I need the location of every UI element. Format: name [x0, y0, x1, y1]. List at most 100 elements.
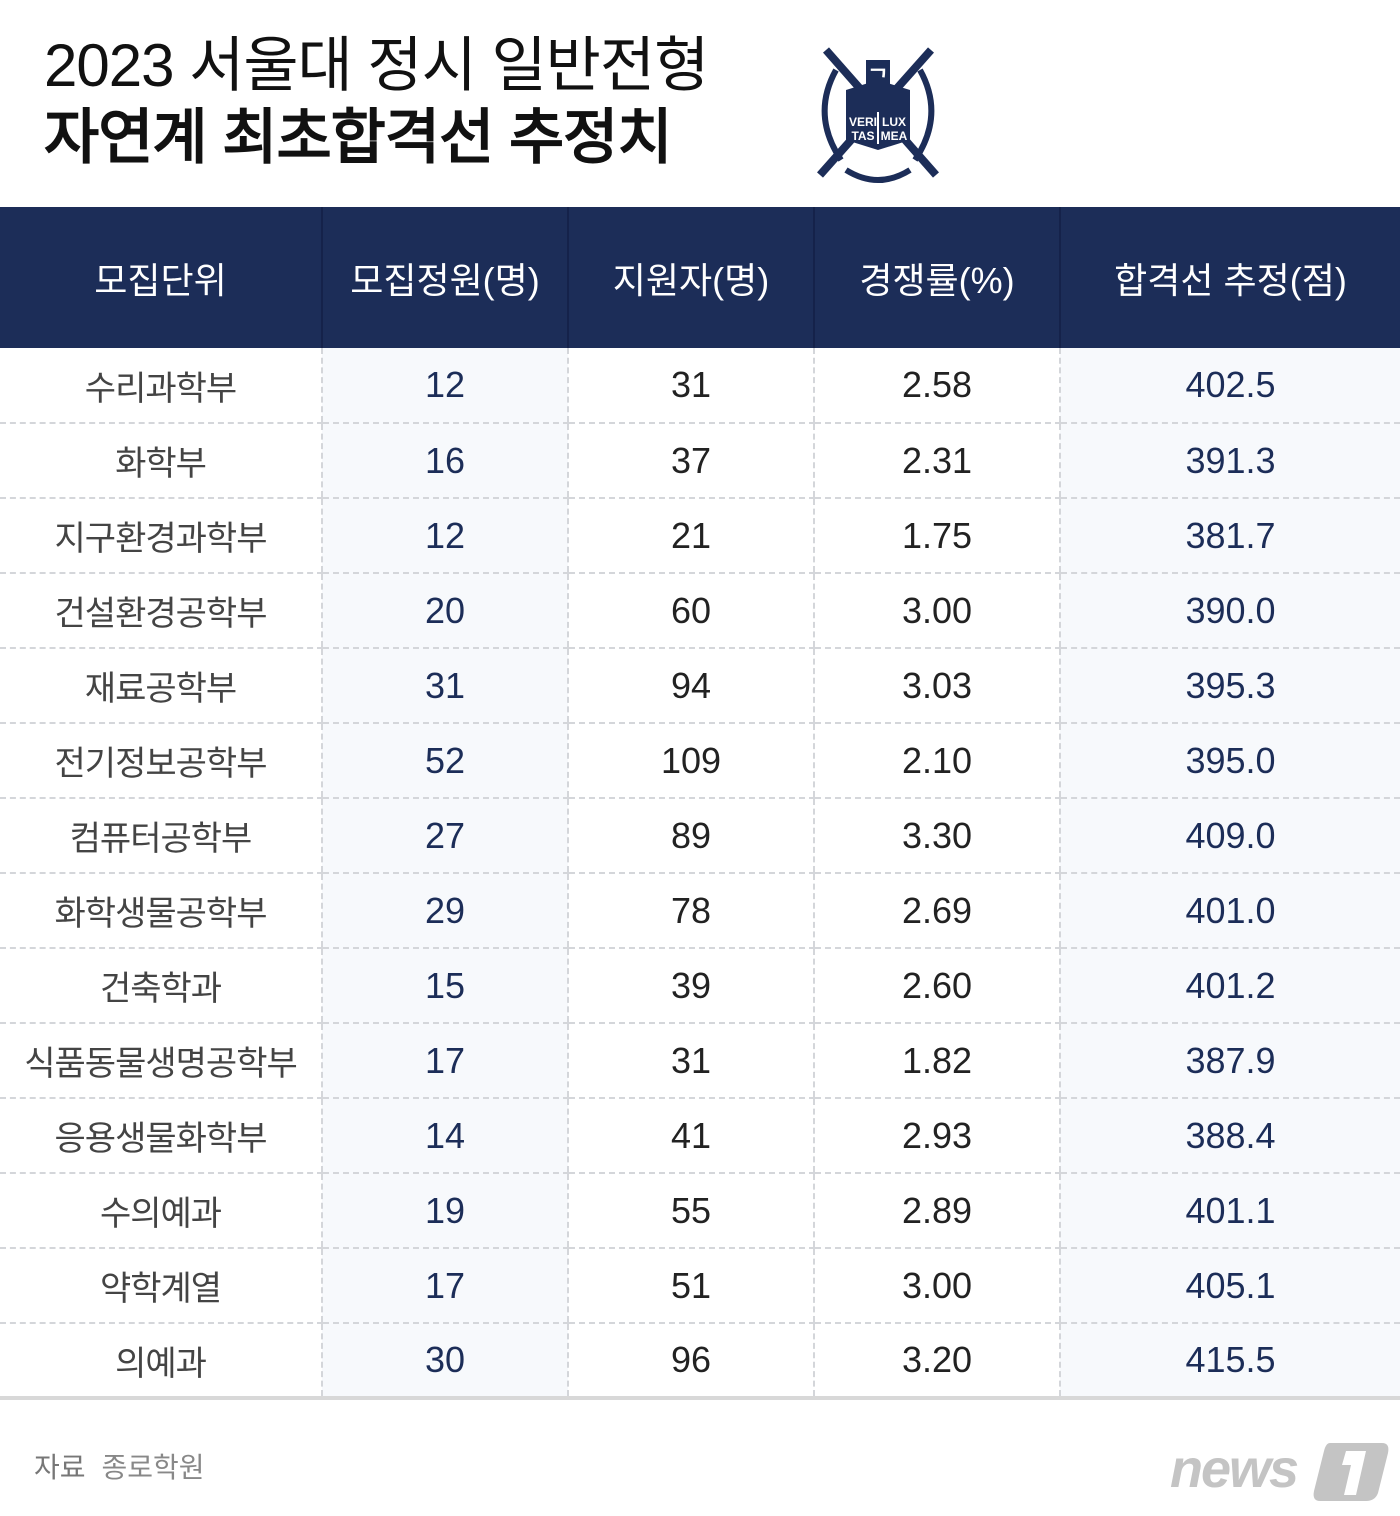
- table-row: 화학부 16 37 2.31 391.3: [0, 423, 1400, 499]
- applicants-cell: 89: [567, 798, 814, 874]
- quota-cell: 52: [321, 723, 568, 799]
- table-row: 식품동물생명공학부 17 31 1.82 387.9: [0, 1023, 1400, 1099]
- competition-rate-cell: 3.00: [813, 573, 1060, 649]
- competition-rate-cell: 2.31: [813, 423, 1060, 499]
- quota-cell: 12: [321, 498, 568, 574]
- table-row: 수의예과 19 55 2.89 401.1: [0, 1173, 1400, 1249]
- applicants-cell: 55: [567, 1173, 814, 1249]
- quota-cell: 16: [321, 423, 568, 499]
- table-row: 응용생물화학부 14 41 2.93 388.4: [0, 1098, 1400, 1174]
- cutoff-score-cell: 390.0: [1059, 573, 1400, 649]
- cutoff-score-cell: 401.1: [1059, 1173, 1400, 1249]
- unit-cell: 응용생물화학부: [0, 1098, 322, 1174]
- quota-cell: 17: [321, 1023, 568, 1099]
- table-row: 지구환경과학부 12 21 1.75 381.7: [0, 498, 1400, 574]
- quota-cell: 27: [321, 798, 568, 874]
- cutoff-score-cell: 401.2: [1059, 948, 1400, 1024]
- svg-text:LUX: LUX: [882, 115, 906, 129]
- cutoff-score-cell: 395.0: [1059, 723, 1400, 799]
- applicants-cell: 96: [567, 1323, 814, 1400]
- unit-cell: 수리과학부: [0, 348, 322, 424]
- svg-text:VERI: VERI: [849, 115, 877, 129]
- applicants-cell: 37: [567, 423, 814, 499]
- table-row: 약학계열 17 51 3.00 405.1: [0, 1248, 1400, 1324]
- quota-cell: 20: [321, 573, 568, 649]
- unit-cell: 약학계열: [0, 1248, 322, 1324]
- applicants-cell: 21: [567, 498, 814, 574]
- unit-cell: 컴퓨터공학부: [0, 798, 322, 874]
- unit-cell: 화학부: [0, 423, 322, 499]
- column-header: 합격선 추정(점): [1059, 207, 1400, 348]
- cutoff-score-cell: 395.3: [1059, 648, 1400, 724]
- table-row: 전기정보공학부 52 109 2.10 395.0: [0, 723, 1400, 799]
- title-line-2: 자연계 최초합격선 추정치: [44, 104, 673, 171]
- cutoff-score-cell: 401.0: [1059, 873, 1400, 949]
- unit-cell: 건축학과: [0, 948, 322, 1024]
- cutoff-score-cell: 415.5: [1059, 1323, 1400, 1400]
- competition-rate-cell: 1.82: [813, 1023, 1060, 1099]
- column-header: 경쟁률(%): [813, 207, 1060, 348]
- quota-cell: 14: [321, 1098, 568, 1174]
- cutoff-score-cell: 387.9: [1059, 1023, 1400, 1099]
- news1-watermark-logo: news: [1170, 1439, 1389, 1501]
- competition-rate-cell: 3.03: [813, 648, 1060, 724]
- applicants-cell: 94: [567, 648, 814, 724]
- cutoff-score-cell: 402.5: [1059, 348, 1400, 424]
- unit-cell: 수의예과: [0, 1173, 322, 1249]
- cutoff-score-cell: 409.0: [1059, 798, 1400, 874]
- competition-rate-cell: 3.20: [813, 1323, 1060, 1400]
- quota-cell: 19: [321, 1173, 568, 1249]
- unit-cell: 재료공학부: [0, 648, 322, 724]
- column-header: 지원자(명): [567, 207, 814, 348]
- quota-cell: 17: [321, 1248, 568, 1324]
- unit-cell: 지구환경과학부: [0, 498, 322, 574]
- cutoff-score-cell: 405.1: [1059, 1248, 1400, 1324]
- admission-cutoff-table: 모집단위 모집정원(명) 지원자(명) 경쟁률(%) 합격선 추정(점) 수리과학부 12…: [0, 207, 1400, 1400]
- unit-cell: 식품동물생명공학부: [0, 1023, 322, 1099]
- applicants-cell: 41: [567, 1098, 814, 1174]
- university-seal-logo: ᄀ VERI TAS LUX MEA: [817, 47, 940, 183]
- table-row: 재료공학부 31 94 3.03 395.3: [0, 648, 1400, 724]
- quota-cell: 29: [321, 873, 568, 949]
- cutoff-score-cell: 388.4: [1059, 1098, 1400, 1174]
- competition-rate-cell: 2.89: [813, 1173, 1060, 1249]
- competition-rate-cell: 2.10: [813, 723, 1060, 799]
- svg-text:ᄀ: ᄀ: [868, 66, 888, 91]
- column-header: 모집정원(명): [321, 207, 568, 348]
- unit-cell: 의예과: [0, 1323, 322, 1400]
- table-row: 의예과 30 96 3.20 415.5: [0, 1323, 1400, 1400]
- unit-cell: 건설환경공학부: [0, 573, 322, 649]
- applicants-cell: 31: [567, 1023, 814, 1099]
- table-row: 화학생물공학부 29 78 2.69 401.0: [0, 873, 1400, 949]
- unit-cell: 전기정보공학부: [0, 723, 322, 799]
- table-row: 수리과학부 12 31 2.58 402.5: [0, 348, 1400, 424]
- quota-cell: 15: [321, 948, 568, 1024]
- applicants-cell: 78: [567, 873, 814, 949]
- source-value: 종로학원: [101, 1452, 205, 1483]
- competition-rate-cell: 3.30: [813, 798, 1060, 874]
- svg-text:TAS: TAS: [851, 129, 874, 143]
- applicants-cell: 109: [567, 723, 814, 799]
- cutoff-score-cell: 381.7: [1059, 498, 1400, 574]
- applicants-cell: 60: [567, 573, 814, 649]
- quota-cell: 12: [321, 348, 568, 424]
- competition-rate-cell: 2.60: [813, 948, 1060, 1024]
- applicants-cell: 31: [567, 348, 814, 424]
- competition-rate-cell: 3.00: [813, 1248, 1060, 1324]
- title-line-1: 2023 서울대 정시 일반전형: [44, 32, 709, 99]
- competition-rate-cell: 2.69: [813, 873, 1060, 949]
- source-label: 자료: [34, 1452, 86, 1483]
- svg-text:MEA: MEA: [881, 129, 908, 143]
- source-note: 자료 종로학원: [34, 1446, 205, 1486]
- applicants-cell: 51: [567, 1248, 814, 1324]
- svg-text:news: news: [1170, 1439, 1298, 1499]
- applicants-cell: 39: [567, 948, 814, 1024]
- competition-rate-cell: 2.58: [813, 348, 1060, 424]
- quota-cell: 30: [321, 1323, 568, 1400]
- column-header: 모집단위: [0, 207, 322, 348]
- unit-cell: 화학생물공학부: [0, 873, 322, 949]
- table-row: 건설환경공학부 20 60 3.00 390.0: [0, 573, 1400, 649]
- competition-rate-cell: 1.75: [813, 498, 1060, 574]
- cutoff-score-cell: 391.3: [1059, 423, 1400, 499]
- page-title: 2023 서울대 정시 일반전형 자연계 최초합격선 추정치: [44, 30, 709, 174]
